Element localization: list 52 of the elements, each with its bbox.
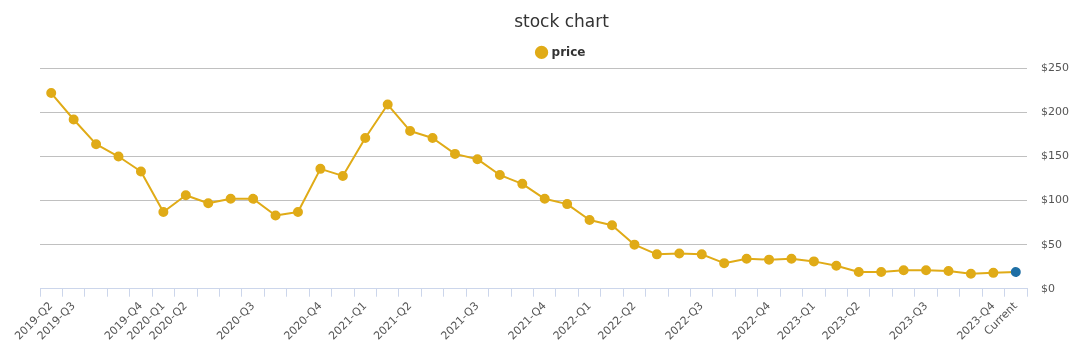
point <box>427 133 438 144</box>
y-tick-label: $100 <box>1041 193 1070 207</box>
point <box>472 154 483 165</box>
point <box>405 125 416 136</box>
point <box>158 207 169 218</box>
point <box>382 99 393 110</box>
point <box>651 249 662 260</box>
point <box>292 207 303 218</box>
y-tick-label: $150 <box>1041 149 1070 163</box>
point <box>113 151 124 162</box>
point <box>270 210 281 221</box>
point <box>876 266 887 277</box>
y-tick-label: $50 <box>1041 237 1063 251</box>
point <box>315 163 326 174</box>
legend-label: price <box>551 44 586 59</box>
point <box>203 198 214 209</box>
point <box>741 253 752 264</box>
point <box>584 214 595 225</box>
point <box>786 253 797 264</box>
y-tick-label: $0 <box>1041 281 1056 295</box>
point <box>517 178 528 189</box>
point <box>135 166 146 177</box>
point <box>629 239 640 250</box>
point <box>696 249 707 260</box>
point <box>337 170 348 181</box>
point <box>494 170 505 181</box>
point <box>91 139 102 150</box>
point <box>449 148 460 159</box>
point <box>965 268 976 279</box>
point <box>853 266 864 277</box>
point <box>46 88 57 99</box>
point <box>225 193 236 204</box>
point <box>360 133 371 144</box>
point <box>68 114 79 125</box>
point <box>921 265 932 276</box>
y-tick-label: $250 <box>1041 61 1070 75</box>
point <box>674 248 685 259</box>
point <box>719 258 730 269</box>
point <box>808 256 819 267</box>
point <box>562 199 573 210</box>
point <box>248 193 259 204</box>
chart-title: stock chart <box>514 10 610 31</box>
point <box>898 265 909 276</box>
point <box>607 220 618 231</box>
point <box>764 254 775 265</box>
point <box>539 193 550 204</box>
point <box>943 266 954 277</box>
y-tick-label: $200 <box>1041 105 1070 119</box>
point <box>831 260 842 271</box>
point <box>180 190 191 201</box>
point <box>988 267 999 278</box>
point <box>1010 266 1021 277</box>
